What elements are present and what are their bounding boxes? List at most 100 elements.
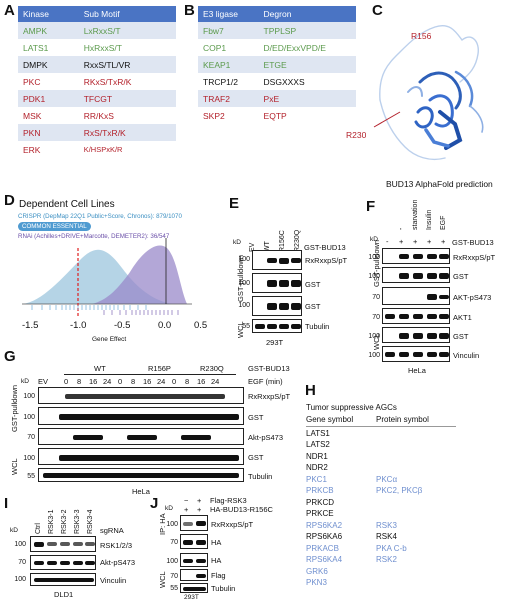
blot-band (255, 324, 265, 329)
text-label: 100 (368, 352, 380, 359)
blot-gst (38, 407, 244, 425)
tick-label: -1.5 (22, 320, 39, 331)
blot-band (60, 561, 70, 565)
panel-c-label: C (372, 2, 383, 19)
blot-band (181, 435, 211, 440)
panel-a-label: A (4, 2, 15, 19)
blot-band (439, 254, 449, 259)
kinase-name: PKN (18, 124, 79, 141)
blot-band (413, 333, 423, 339)
kinase-name: AMPK (18, 22, 79, 39)
text-label: AKT-pS473 (453, 293, 492, 302)
panel-f-label: F (366, 198, 376, 215)
blot-band (439, 314, 449, 319)
text-label: 100 (368, 333, 380, 340)
degron: EQTP (263, 110, 287, 121)
text-label: RxRxxpS/pT (248, 392, 291, 401)
blot-band (279, 324, 289, 329)
sign: + (184, 505, 189, 514)
alphafold-structure (373, 25, 484, 161)
kd-label: kD (233, 239, 241, 246)
col-e3-ligase: E3 ligase (198, 6, 259, 22)
blot-tubulin (38, 468, 244, 482)
blot-band (47, 542, 57, 546)
text-label: 16 (143, 377, 152, 386)
tick-label: -1.0 (70, 320, 87, 331)
blot-band (279, 280, 289, 287)
blot-band (439, 333, 449, 339)
text-label: RPS6KA2 (306, 520, 343, 530)
text-label: Vinculin (453, 351, 480, 360)
blot-gst-pd (252, 273, 302, 293)
blot-band (267, 324, 277, 329)
blot-gst-wcl (382, 327, 450, 343)
blot-band (399, 254, 409, 259)
text-label: Vinculin (100, 576, 127, 585)
blot-gst-wcl (252, 296, 302, 316)
kinase-name: PDK1 (18, 90, 79, 107)
text-label: NDR2 (306, 463, 328, 472)
text-label: PKCα (376, 474, 398, 484)
text-label: 70 (372, 314, 380, 321)
panel-g-label: G (4, 348, 16, 365)
blot-band (59, 414, 239, 420)
text-label: 16 (89, 377, 98, 386)
flag-rsk3-label: Flag-RSK3 (210, 496, 247, 505)
text-label: LATS2 (306, 440, 330, 449)
text-label: GST (248, 453, 264, 462)
alphafold-caption: BUD13 AlphaFold prediction (386, 179, 493, 189)
text-label: NDR1 (306, 451, 328, 461)
blot-rxrxxps (252, 250, 302, 270)
text-label: 8 (77, 377, 82, 386)
degron: D/ED/ExxVPD/E (263, 42, 326, 53)
blot-band (291, 303, 301, 310)
e3-name: KEAP1 (198, 56, 259, 73)
motif: RR/KxS (83, 110, 114, 121)
blot-band (60, 542, 70, 546)
rnai-summary: RNAi (Achilles+DRIVE+Marcotte, DEMETER2)… (18, 233, 170, 240)
text-label: HA (211, 556, 222, 565)
tick-label: 0.0 (158, 320, 172, 331)
gst-bud13-label: GST-BUD13 (304, 243, 346, 252)
crispr-rug (31, 305, 147, 310)
panel-i-label: I (4, 495, 9, 512)
blot-band (427, 333, 437, 339)
tumor-suppressive-agc-table: Tumor suppressive AGCs Gene symbol Prote… (306, 402, 456, 589)
kinase-name: ERK (23, 144, 41, 155)
kinase-name: MSK (23, 110, 42, 121)
text-label: PKC2, PKCβ (376, 486, 423, 495)
text-label: GRK6 (306, 566, 328, 576)
blot-band (427, 254, 437, 259)
blot-band (43, 473, 239, 478)
text-label: 24 (211, 377, 220, 386)
kd-label: kD (10, 527, 18, 534)
text-label: AKT1 (453, 313, 472, 322)
blot-band (427, 314, 437, 319)
panel-e-label: E (229, 195, 240, 212)
blot-band (34, 578, 94, 582)
motif: RKxS/TxR/K (83, 76, 132, 87)
panel-d-label: D (4, 192, 15, 209)
col-kinase: Kinase (18, 6, 79, 22)
text-label: RPS6KA6 (306, 532, 343, 541)
blot-band (85, 542, 95, 546)
blot-ha-wcl (180, 553, 208, 567)
kinase-name: DMPK (18, 56, 79, 73)
text-label: 0 (64, 377, 69, 386)
motif: RxS/TxR/K (78, 124, 176, 141)
lane-label: - (398, 227, 405, 230)
blot-vinculin (382, 346, 450, 362)
blot-band (439, 273, 449, 279)
degron: ETGE (258, 56, 356, 73)
col-degron: Degron (258, 6, 356, 22)
agc-title: Tumor suppressive AGCs (306, 403, 397, 412)
blot-band (291, 258, 301, 263)
text-label: RSK3 (376, 520, 397, 530)
text-label: 70 (372, 294, 380, 301)
degron: DSGXXXS (263, 76, 305, 87)
lane-label: starvation (412, 199, 419, 230)
gst-bud13-label: GST-BUD13 (248, 364, 290, 373)
kinase-name: LATS1 (23, 42, 49, 53)
e3-name: SKP2 (203, 110, 225, 121)
blot-band (413, 352, 423, 357)
